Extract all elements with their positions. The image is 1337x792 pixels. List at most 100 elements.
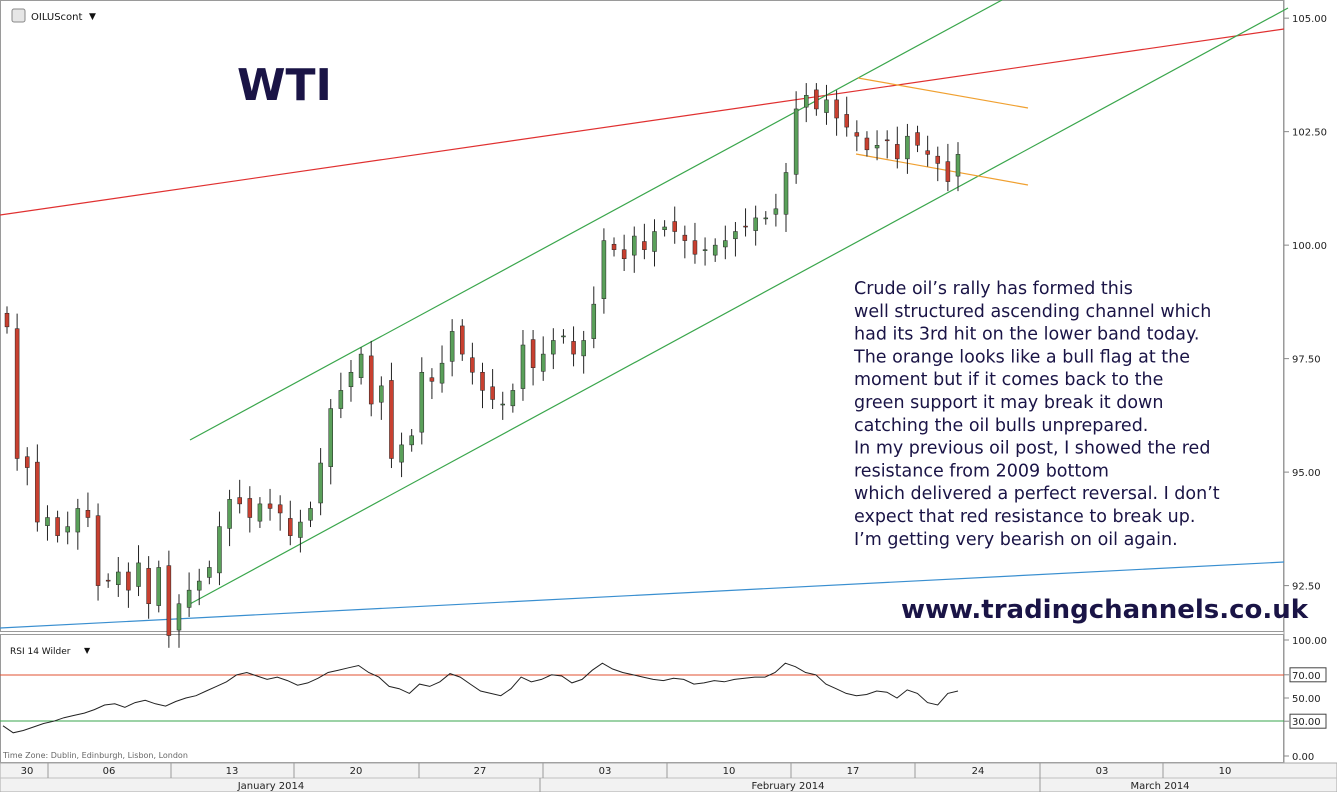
symbol-label[interactable]: OILUScont: [31, 12, 83, 23]
candle-body: [611, 243, 617, 250]
chart-title: WTI: [237, 60, 332, 111]
candle-body: [419, 371, 425, 433]
candle-body: [733, 231, 738, 240]
flag-lower-line: [855, 153, 1029, 186]
candle-body: [712, 244, 718, 256]
annotation-line: well structured ascending channel which: [854, 302, 1211, 322]
candle-body: [267, 503, 273, 509]
candle-body: [318, 462, 323, 504]
rsi-tick-label: 50.00: [1292, 694, 1321, 705]
candle-body: [389, 380, 394, 459]
candle-body: [723, 240, 728, 248]
rsi-axis-ticks: 100.00 70.00 50.00 30.00 0.00: [1284, 636, 1327, 763]
long-term-support-line: [0, 561, 1285, 629]
candle-body: [277, 504, 283, 514]
candle-body: [551, 340, 556, 355]
flag-upper-line: [857, 77, 1029, 109]
candle-body: [14, 328, 20, 459]
annotation-line: resistance from 2009 bottom: [854, 461, 1109, 481]
day-tick-label: 03: [599, 766, 612, 777]
candle-body: [55, 517, 60, 536]
candle-body: [136, 562, 141, 587]
candle-body: [783, 172, 789, 215]
candle-body: [743, 225, 748, 228]
candle-body: [814, 89, 819, 110]
month-label: January 2014: [237, 781, 305, 792]
price-tick-label: 102.50: [1292, 128, 1327, 139]
candles: [4, 83, 961, 648]
candle-body: [682, 234, 688, 241]
candle-body: [824, 99, 829, 113]
candle-body: [955, 154, 961, 177]
candle-body: [439, 362, 445, 384]
channel-upper-line: [189, 0, 1003, 441]
annotation-text: Crude oil’s rally has formed this well st…: [853, 279, 1220, 550]
candle-body: [227, 499, 232, 529]
candle-body: [540, 353, 546, 372]
candle-body: [237, 497, 242, 505]
rsi-tick-label: 70.00: [1292, 671, 1321, 682]
day-tick-label: 13: [226, 766, 239, 777]
candle-body: [844, 114, 849, 128]
candle-body: [176, 603, 182, 631]
candle-body: [581, 340, 586, 357]
candle-body: [702, 249, 708, 251]
candle-body: [642, 241, 647, 250]
price-axis-ticks: 105.00 102.50 100.00 97.50 95.00 92.50: [1284, 14, 1327, 593]
day-tick-label: 10: [723, 766, 736, 777]
candle-body: [874, 145, 880, 149]
candle-body: [65, 526, 70, 533]
rsi-level-box: [1289, 713, 1327, 729]
candle-body: [905, 135, 910, 160]
candle-body: [207, 567, 212, 578]
candle-body: [753, 217, 758, 231]
rsi-series-line: [2, 662, 959, 734]
annotation-line: I’m getting very bearish on oil again.: [854, 530, 1178, 550]
candle-body: [460, 325, 465, 355]
candle-body: [24, 456, 30, 468]
candle-body: [166, 565, 172, 636]
candle-body: [449, 331, 455, 362]
day-tick-label: 06: [103, 766, 116, 777]
day-tick-label: 17: [847, 766, 860, 777]
candle-body: [480, 371, 485, 391]
price-axis-area: [1284, 0, 1337, 763]
candle-body: [95, 515, 101, 586]
annotation-line: which delivered a perfect reversal. I do…: [854, 484, 1220, 504]
symbol-icon[interactable]: [11, 8, 26, 23]
candle-body: [773, 208, 779, 215]
day-tick-label: 24: [972, 766, 985, 777]
candle-body: [338, 390, 344, 409]
candle-body: [429, 377, 435, 382]
price-tick-label: 95.00: [1292, 468, 1321, 479]
candle-body: [257, 503, 263, 522]
day-tick-label: 27: [474, 766, 487, 777]
day-tick-label: 30: [21, 766, 34, 777]
annotation-line: had its 3rd hit on the lower band today.: [854, 325, 1199, 345]
candle-body: [621, 249, 627, 260]
candle-body: [217, 526, 222, 574]
price-tick-label: 100.00: [1292, 241, 1327, 252]
annotation-line: moment but if it comes back to the: [854, 370, 1163, 390]
candle-body: [409, 435, 414, 446]
annotation-line: The orange looks like a bull flag at the: [853, 347, 1190, 367]
rsi-tick-label: 0.00: [1292, 752, 1314, 763]
candle-body: [935, 155, 941, 164]
candle-body: [561, 335, 566, 338]
time-axis: 30 06 13 20 27 03 10 17 24 03 10 January 2014 Februa…: [21, 763, 1231, 792]
candle-body: [662, 226, 667, 230]
rsi-dropdown-icon[interactable]: ▼: [84, 646, 91, 655]
candle-body: [126, 571, 131, 591]
candle-body: [945, 161, 951, 182]
candle-body: [308, 508, 313, 521]
candle-body: [4, 312, 10, 328]
candle-body: [854, 132, 860, 137]
symbol-dropdown-icon[interactable]: ▼: [89, 12, 96, 22]
candle-body: [288, 518, 293, 536]
rsi-label[interactable]: RSI 14 Wilder: [10, 647, 71, 657]
candle-body: [368, 355, 374, 405]
candle-body: [105, 579, 111, 582]
candle-body: [632, 235, 637, 256]
candle-body: [35, 461, 40, 523]
